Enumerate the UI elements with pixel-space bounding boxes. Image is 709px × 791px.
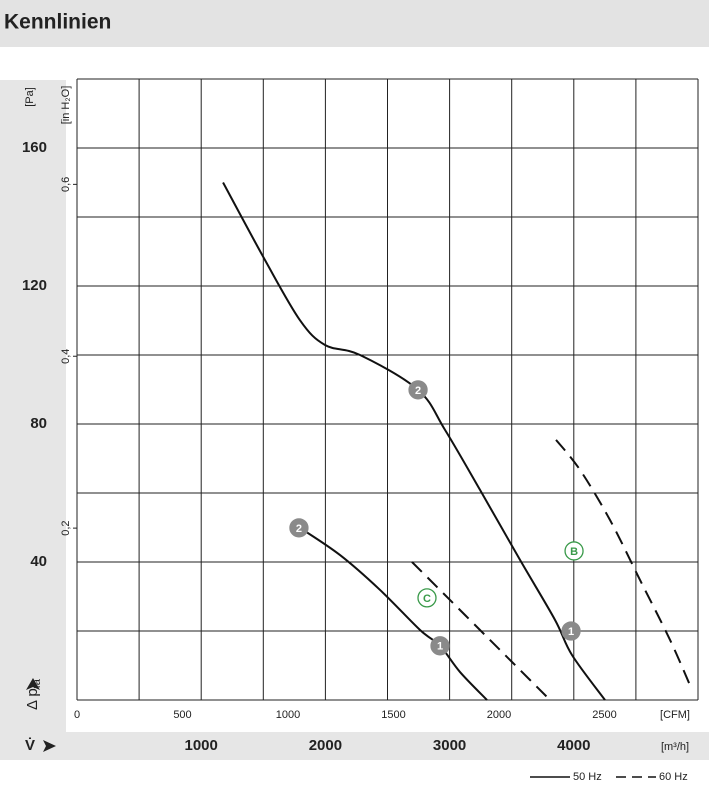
marker-label: 1 (437, 641, 443, 653)
y-tick-label: 40 (30, 553, 47, 570)
left-band (0, 80, 66, 732)
y-tick-label: 80 (30, 415, 47, 432)
curve-marker (561, 621, 581, 641)
x-tick-label: 4000 (557, 737, 590, 754)
x2-tick-label: 2000 (487, 709, 511, 721)
y-unit: [Pa] (24, 87, 36, 107)
x-arrow (43, 740, 56, 752)
curve-marker (289, 518, 309, 538)
x2-tick-label: 2500 (592, 709, 616, 721)
marker-label: C (423, 593, 431, 605)
y2-tick-label: 0,6 (60, 177, 72, 192)
curve (555, 439, 693, 691)
legend-label: 60 Hz (659, 771, 688, 783)
x2-tick-label: 0 (74, 709, 80, 721)
y-tick-label: 120 (22, 277, 47, 294)
y-arrow (26, 678, 40, 690)
curve-marker (564, 541, 584, 561)
curve-marker (430, 636, 450, 656)
x2-tick-label: 500 (173, 709, 191, 721)
y2-tick-label: 0,2 (60, 520, 72, 535)
x-tick-label: 3000 (433, 737, 466, 754)
marker-label: 2 (415, 385, 421, 397)
chart-title: Kennlinien (4, 11, 111, 34)
x-unit: [m³/h] (661, 741, 689, 753)
curve-marker (408, 380, 428, 400)
y-label: Δ pfa (24, 678, 43, 710)
y2-tick-label: 0,4 (60, 349, 72, 364)
marker-label: 1 (568, 626, 574, 638)
marker-label: B (570, 546, 578, 558)
x-label: V̇ (25, 737, 35, 754)
y-tick-label: 160 (22, 139, 47, 156)
curve (299, 527, 488, 701)
y-label-main: Δ p (24, 688, 41, 710)
x2-unit: [CFM] (660, 709, 690, 721)
x2-tick-label: 1500 (381, 709, 405, 721)
bottom-band (0, 732, 709, 760)
curve (222, 182, 606, 701)
legend-label: 50 Hz (573, 771, 602, 783)
header-bar (0, 0, 709, 47)
x-tick-label: 2000 (309, 737, 342, 754)
curve (411, 561, 549, 699)
y2-unit: [in H₂O] (60, 86, 72, 125)
curve-marker (417, 588, 437, 608)
x-tick-label: 1000 (185, 737, 218, 754)
marker-label: 2 (296, 523, 302, 535)
x2-tick-label: 1000 (276, 709, 300, 721)
y-label-sub: fa (31, 678, 43, 688)
